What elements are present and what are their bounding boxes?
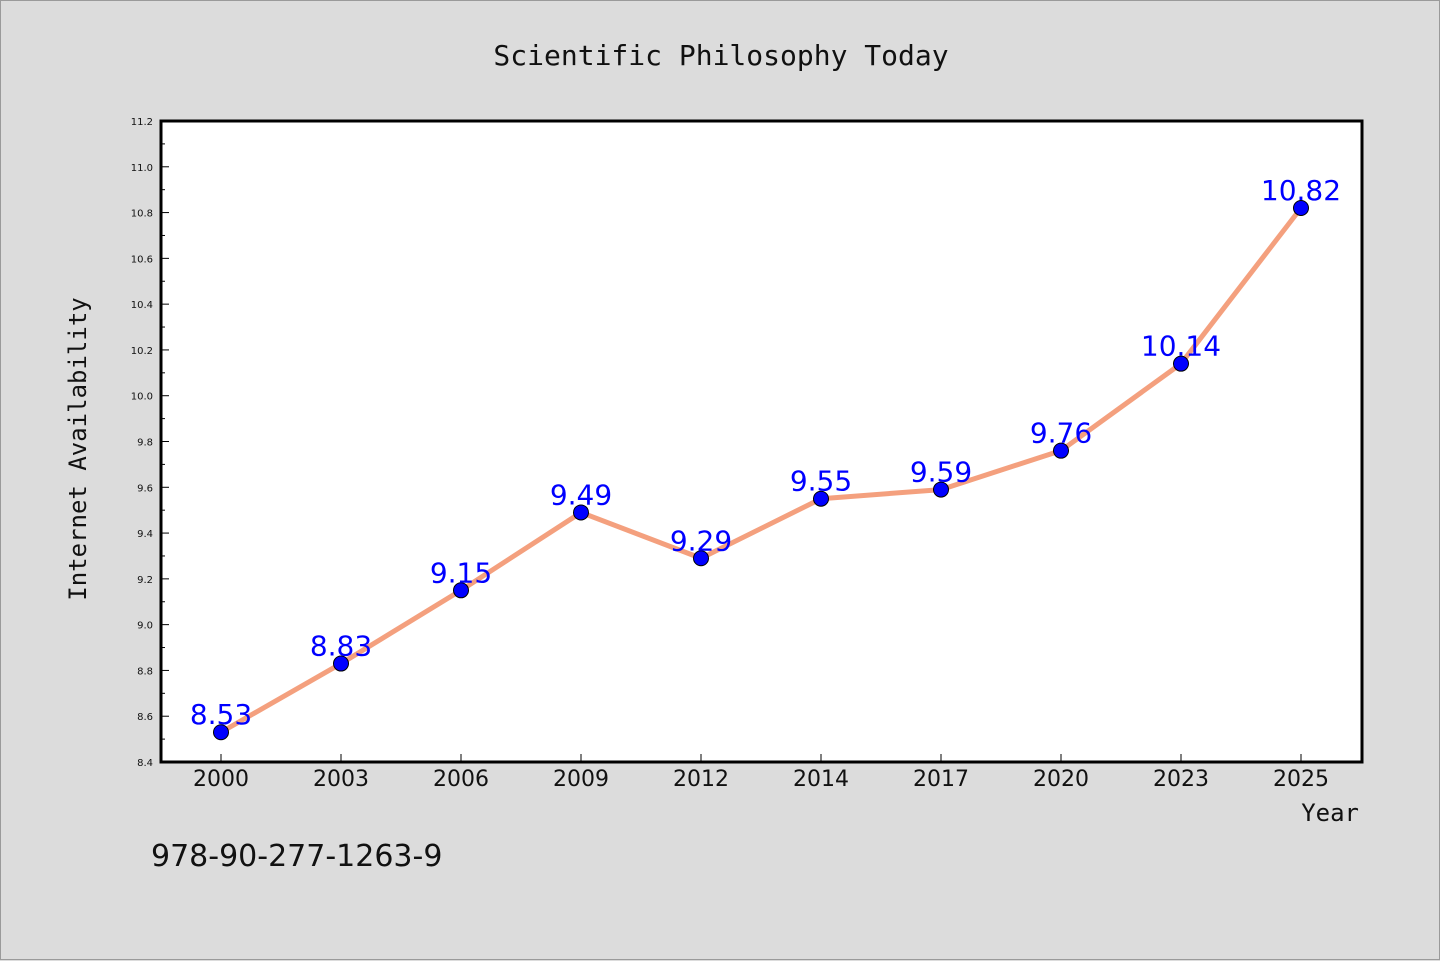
data-label: 8.53 (190, 698, 252, 731)
x-tick-label: 2014 (793, 767, 849, 792)
data-label: 9.76 (1030, 417, 1092, 450)
x-axis-label: Year (1301, 799, 1359, 827)
y-tick-label: 10.2 (131, 346, 153, 357)
y-tick-label: 8.4 (137, 758, 153, 769)
x-tick-label: 2000 (193, 767, 249, 792)
y-tick-label: 9.8 (137, 438, 153, 449)
data-point (693, 550, 709, 567)
isbn-footer: 978-90-277-1263-9 (151, 839, 442, 874)
data-label: 9.49 (550, 478, 612, 511)
y-tick-label: 10.8 (131, 209, 153, 220)
data-point (333, 655, 349, 672)
y-axis-label: Internet Availability (64, 297, 92, 600)
y-tick-label: 8.8 (137, 666, 153, 677)
data-label: 9.15 (430, 556, 492, 589)
series-line (218, 205, 1304, 735)
data-point (453, 582, 469, 599)
x-tick-label: 2012 (673, 767, 729, 792)
data-point (573, 504, 589, 521)
data-points (213, 199, 1309, 741)
y-axis: 8.4 8.6 8.8 9.0 9.2 9.4 9.6 9.8 10.0 10.2 10.4 10.6… (131, 117, 169, 769)
y-tick-label: 8.6 (137, 712, 153, 723)
y-tick-label: 9.6 (137, 483, 153, 494)
data-label: 10.82 (1261, 174, 1341, 207)
y-tick-label: 9.4 (137, 529, 153, 540)
data-label: 9.55 (790, 465, 852, 498)
x-axis: 2000 2003 2006 2009 2012 2014 2017 2020 2023 2025 (193, 754, 1329, 792)
x-tick-label: 2020 (1033, 767, 1089, 792)
data-point (933, 481, 949, 498)
data-point (1173, 355, 1189, 372)
data-label: 10.14 (1141, 330, 1221, 363)
data-label: 9.59 (910, 456, 972, 489)
data-label: 8.83 (310, 630, 372, 663)
data-point (213, 724, 229, 741)
data-point (1053, 442, 1069, 459)
chart-title: Scientific Philosophy Today (493, 39, 948, 72)
x-tick-label: 2003 (313, 767, 369, 792)
data-labels: 8.53 8.83 9.15 9.49 9.29 9.55 9.59 9.76 10.14 10.… (190, 174, 1341, 731)
y-tick-label: 11.2 (131, 117, 153, 128)
x-tick-label: 2017 (913, 767, 969, 792)
data-point (1293, 199, 1309, 216)
y-tick-label: 10.0 (131, 392, 153, 403)
y-tick-label: 9.0 (137, 621, 153, 632)
series-line-group (218, 205, 1304, 735)
x-tick-label: 2023 (1153, 767, 1209, 792)
x-tick-label: 2009 (553, 767, 609, 792)
y-tick-label: 10.4 (131, 300, 153, 311)
plot-area (159, 119, 1364, 764)
y-tick-label: 9.2 (137, 575, 153, 586)
data-label: 9.29 (670, 524, 732, 557)
y-tick-label: 11.0 (131, 163, 153, 174)
data-point (813, 490, 829, 507)
y-tick-label: 10.6 (131, 254, 153, 265)
x-tick-label: 2025 (1273, 767, 1329, 792)
x-tick-label: 2006 (433, 767, 489, 792)
